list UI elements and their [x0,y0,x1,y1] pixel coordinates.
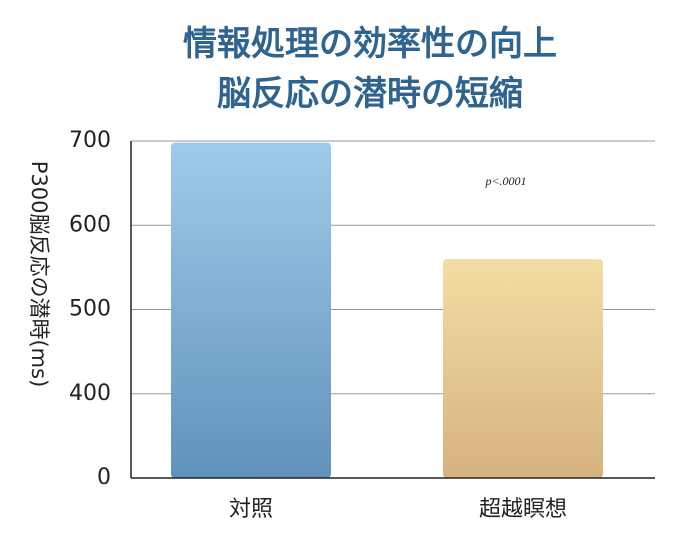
chart-title: 脳反応の潜時の短縮 [217,74,523,114]
x-tick-label: 対照 [229,497,273,522]
y-axis-label: P300脳反応の潜時(ms) [27,161,51,388]
bar [443,258,603,478]
y-tick-label: 700 [69,128,111,153]
x-tick-label: 超越瞑想 [479,497,567,522]
chart-title: 情報処理の効率性の向上 [183,24,557,64]
y-tick-label: 500 [69,297,111,322]
y-tick-label: 400 [69,381,111,406]
y-tick-label: 0 [97,465,111,490]
annotation: p<.0001 [484,174,526,188]
bar [171,142,331,478]
y-tick-label: 600 [69,212,111,237]
